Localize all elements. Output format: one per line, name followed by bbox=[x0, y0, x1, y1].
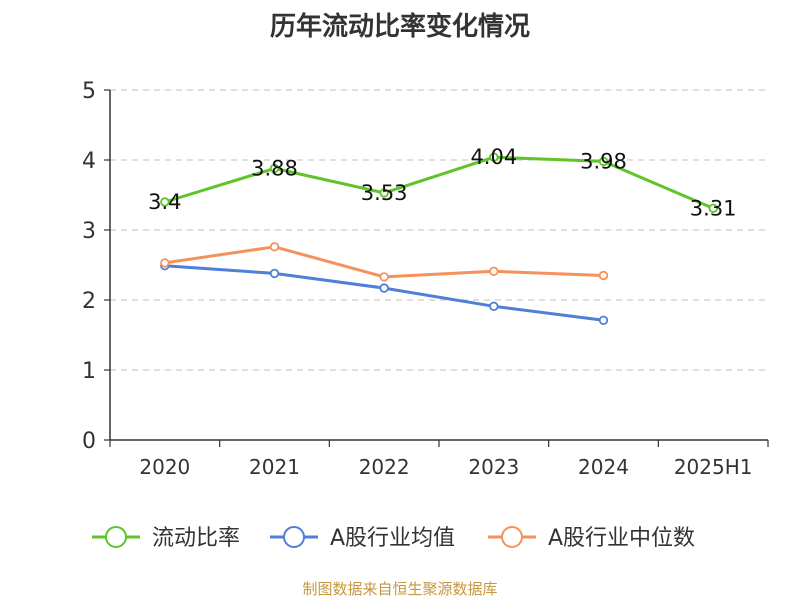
y-tick-label: 3 bbox=[82, 219, 96, 244]
y-tick-label: 2 bbox=[82, 289, 96, 314]
legend-item-0[interactable]: 流动比率 bbox=[92, 526, 240, 551]
source-note: 制图数据来自恒生聚源数据库 bbox=[302, 580, 498, 598]
data-label: 3.4 bbox=[148, 190, 181, 214]
y-tick-label: 0 bbox=[82, 429, 96, 454]
data-point bbox=[379, 272, 389, 282]
chart-title: 历年流动比率变化情况 bbox=[269, 12, 530, 42]
data-label: 3.98 bbox=[580, 149, 627, 173]
x-tick-label: 2022 bbox=[359, 455, 410, 479]
data-label: 3.31 bbox=[690, 196, 737, 220]
data-label: 4.04 bbox=[470, 145, 517, 169]
x-tick-label: 2024 bbox=[578, 455, 629, 479]
data-label-layer: 3.4 3.88 3.53 4.04 3.98 3.31 bbox=[148, 145, 736, 220]
y-tick-label: 5 bbox=[82, 79, 96, 104]
legend-label: A股行业均值 bbox=[330, 526, 455, 551]
data-label: 3.88 bbox=[251, 156, 298, 180]
data-point bbox=[489, 152, 499, 162]
x-tick-label: 2023 bbox=[468, 455, 519, 479]
legend-item-1[interactable]: A股行业均值 bbox=[270, 526, 455, 551]
data-point bbox=[708, 203, 718, 213]
legend-marker-icon bbox=[501, 526, 523, 548]
data-point bbox=[269, 242, 280, 252]
grid-layer bbox=[110, 89, 768, 371]
x-tick-label: 2021 bbox=[249, 455, 300, 479]
legend-marker-icon bbox=[105, 526, 127, 548]
data-label: 3.53 bbox=[361, 181, 408, 205]
data-point bbox=[379, 188, 389, 198]
data-point bbox=[598, 315, 609, 325]
series-layer bbox=[160, 152, 718, 325]
data-point bbox=[489, 266, 499, 276]
data-point bbox=[379, 283, 389, 293]
data-point bbox=[269, 163, 280, 174]
x-tick-label: 2020 bbox=[139, 455, 190, 479]
data-point bbox=[269, 268, 280, 279]
legend-label: A股行业中位数 bbox=[548, 526, 695, 551]
series-line-0 bbox=[164, 155, 714, 210]
y-tick-label: 1 bbox=[82, 359, 96, 384]
axis-layer: 0 1 2 3 4 5 2020 2021 2022 2023 2024 2025H1 bbox=[82, 79, 769, 479]
data-point bbox=[489, 301, 499, 311]
x-tick-label: 2025H1 bbox=[674, 455, 753, 479]
data-point bbox=[160, 258, 170, 268]
legend[interactable]: 流动比率 A股行业均值 A股行业中位数 bbox=[92, 526, 695, 551]
data-point bbox=[598, 156, 609, 167]
legend-label: 流动比率 bbox=[152, 526, 240, 551]
data-point bbox=[160, 197, 170, 207]
legend-item-2[interactable]: A股行业中位数 bbox=[488, 526, 695, 551]
y-tick-label: 4 bbox=[82, 149, 96, 174]
legend-marker-icon bbox=[283, 526, 305, 548]
data-point bbox=[598, 270, 609, 281]
